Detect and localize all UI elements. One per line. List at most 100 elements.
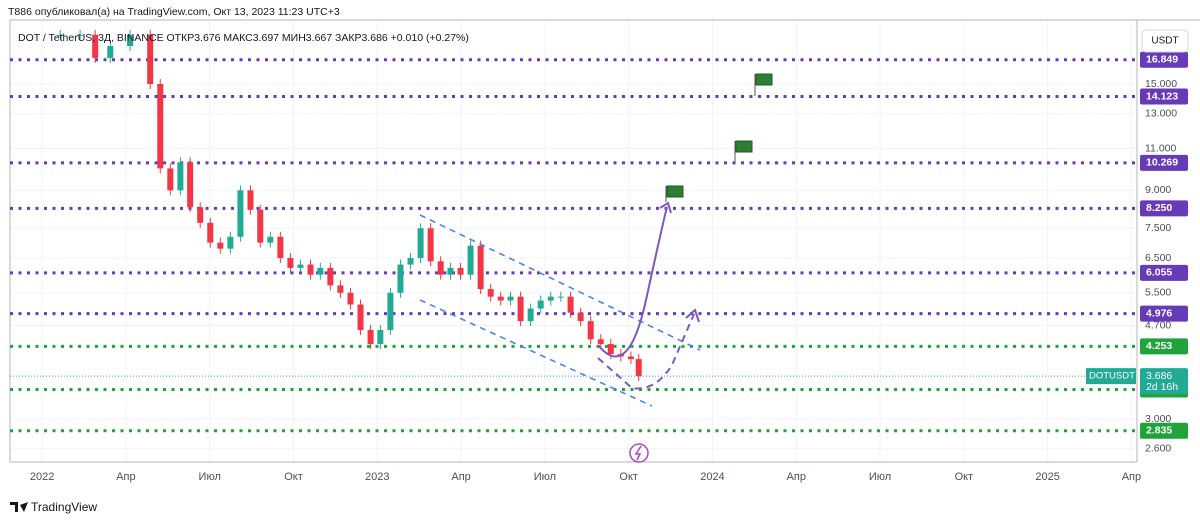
candle: [77, 34, 84, 36]
level-label: 16.849: [1146, 54, 1178, 66]
candle: [277, 236, 284, 259]
candle: [257, 209, 264, 243]
y-tick-label: 5.500: [1145, 287, 1171, 299]
candle: [507, 296, 514, 301]
candle: [597, 339, 604, 345]
candle: [147, 34, 154, 85]
x-tick-label: 2023: [365, 471, 389, 483]
x-tick-label: 2025: [1035, 471, 1059, 483]
level-label: 8.250: [1146, 202, 1172, 214]
candle: [287, 258, 294, 268]
x-tick-label: Окт: [284, 471, 303, 483]
event-icon-bolt: [634, 445, 642, 461]
candle: [477, 245, 484, 290]
level-label-box: [1140, 264, 1188, 281]
channel-line: [419, 299, 653, 407]
candle: [467, 245, 474, 275]
candle: [607, 344, 614, 354]
candle: [487, 289, 494, 297]
candle: [635, 359, 642, 377]
x-tick-label: 2022: [30, 471, 54, 483]
level-label: 4.976: [1146, 307, 1172, 319]
symbol-label: DOTUSDT: [1089, 371, 1135, 382]
candle: [627, 356, 634, 360]
candle: [247, 190, 254, 210]
level-label-box: [1140, 338, 1188, 355]
candle: [57, 34, 64, 36]
candle: [557, 296, 564, 298]
candle: [547, 296, 554, 301]
candle: [517, 296, 524, 322]
candle: [217, 242, 224, 249]
annotations: [419, 73, 773, 463]
x-tick-label: Апр: [1122, 471, 1141, 483]
level-label-box: [1140, 422, 1188, 439]
y-tick-label: 4.700: [1145, 319, 1171, 331]
candle: [457, 267, 464, 275]
candle: [307, 264, 314, 275]
candle: [387, 292, 394, 331]
x-tick-label: 2024: [700, 471, 724, 483]
level-label-box: [1140, 305, 1188, 322]
x-tick-label: Апр: [451, 471, 470, 483]
candle: [177, 162, 184, 191]
candle: [397, 264, 404, 293]
candle: [297, 264, 304, 268]
x-tick-label: Июл: [534, 471, 556, 483]
level-label-box: [1140, 200, 1188, 217]
candle: [317, 267, 324, 275]
y-tick-label: 13.000: [1145, 108, 1177, 120]
candle: [267, 236, 274, 243]
x-tick-label: Июл: [869, 471, 891, 483]
currency-button[interactable]: [1141, 29, 1189, 53]
candle: [197, 207, 204, 223]
candle: [127, 34, 134, 47]
candle: [377, 330, 384, 345]
candle: [417, 228, 424, 259]
arrow-head: [685, 308, 700, 323]
candle: [437, 261, 444, 275]
y-tick-label: 9.000: [1145, 184, 1171, 196]
candle: [327, 267, 334, 286]
candle: [587, 321, 594, 340]
channel-line: [419, 214, 701, 351]
y-tick-label: 3.000: [1145, 413, 1171, 425]
candle: [367, 330, 374, 345]
level-label-box: [1140, 154, 1188, 171]
y-tick-label: 6.500: [1145, 252, 1171, 264]
header: T886 опубликовал(а) на TradingView.com, …: [8, 6, 340, 18]
countdown-label: 2d 16h: [1146, 381, 1178, 393]
candle: [577, 312, 584, 322]
symbol-label-box: [1086, 368, 1136, 385]
candle: [527, 308, 534, 322]
y-tick-label: 15.000: [1145, 78, 1177, 90]
x-tick-label: Апр: [116, 471, 135, 483]
level-label: 6.055: [1146, 267, 1172, 279]
level-label-box: [1140, 51, 1188, 68]
level-label: 14.123: [1146, 90, 1178, 102]
candle: [537, 300, 544, 309]
candle: [357, 304, 364, 331]
x-tick-label: Окт: [955, 471, 974, 483]
level-label-box: [1140, 88, 1188, 105]
candle: [567, 296, 574, 313]
flag: [734, 140, 753, 162]
candle: [347, 292, 354, 305]
level-label: 2.835: [1146, 425, 1172, 437]
arrow-path: [597, 206, 668, 358]
candle: [187, 162, 194, 208]
x-tick-label: Июл: [199, 471, 221, 483]
arrow-head: [659, 201, 672, 214]
legend: DOT / TetherUS, 3Д, BINANCE ОТКР3.676 МА…: [18, 32, 469, 44]
candle: [427, 228, 434, 262]
event-icon[interactable]: [629, 443, 649, 463]
level-label: 4.253: [1146, 340, 1172, 352]
x-tick-label: Окт: [619, 471, 638, 483]
candle: [447, 267, 454, 275]
flag: [665, 185, 684, 202]
y-tick-label: 2.600: [1145, 443, 1171, 455]
currency-label: USDT: [1151, 36, 1178, 47]
candle: [167, 168, 174, 191]
